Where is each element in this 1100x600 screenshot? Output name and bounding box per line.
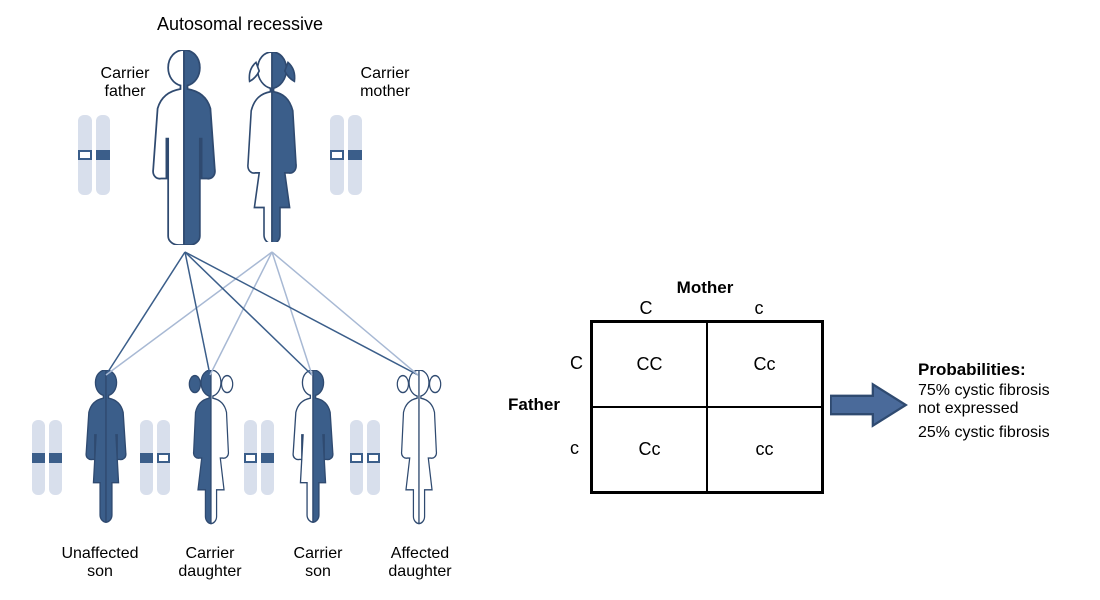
probabilities-line: 75% cystic fibrosis not expressed (918, 382, 1050, 419)
punnett-cell: cc (707, 407, 822, 492)
punnett-father-allele: c (570, 438, 579, 459)
punnett-cell: CC (592, 322, 707, 407)
punnett-mother-allele: C (640, 298, 653, 319)
inheritance-lines (0, 0, 500, 600)
punnett-father-allele: C (570, 353, 583, 374)
punnett-square: CCCcCccc (590, 320, 824, 494)
punnett-mother-label: Mother (590, 278, 820, 298)
probabilities-line: 25% cystic fibrosis (918, 424, 1050, 442)
probabilities-title: Probabilities: (918, 360, 1026, 380)
punnett-cell: Cc (592, 407, 707, 492)
punnett-mother-allele: c (755, 298, 764, 319)
punnett-father-label: Father (508, 395, 560, 415)
arrow-icon (830, 382, 908, 433)
punnett-cell: Cc (707, 322, 822, 407)
